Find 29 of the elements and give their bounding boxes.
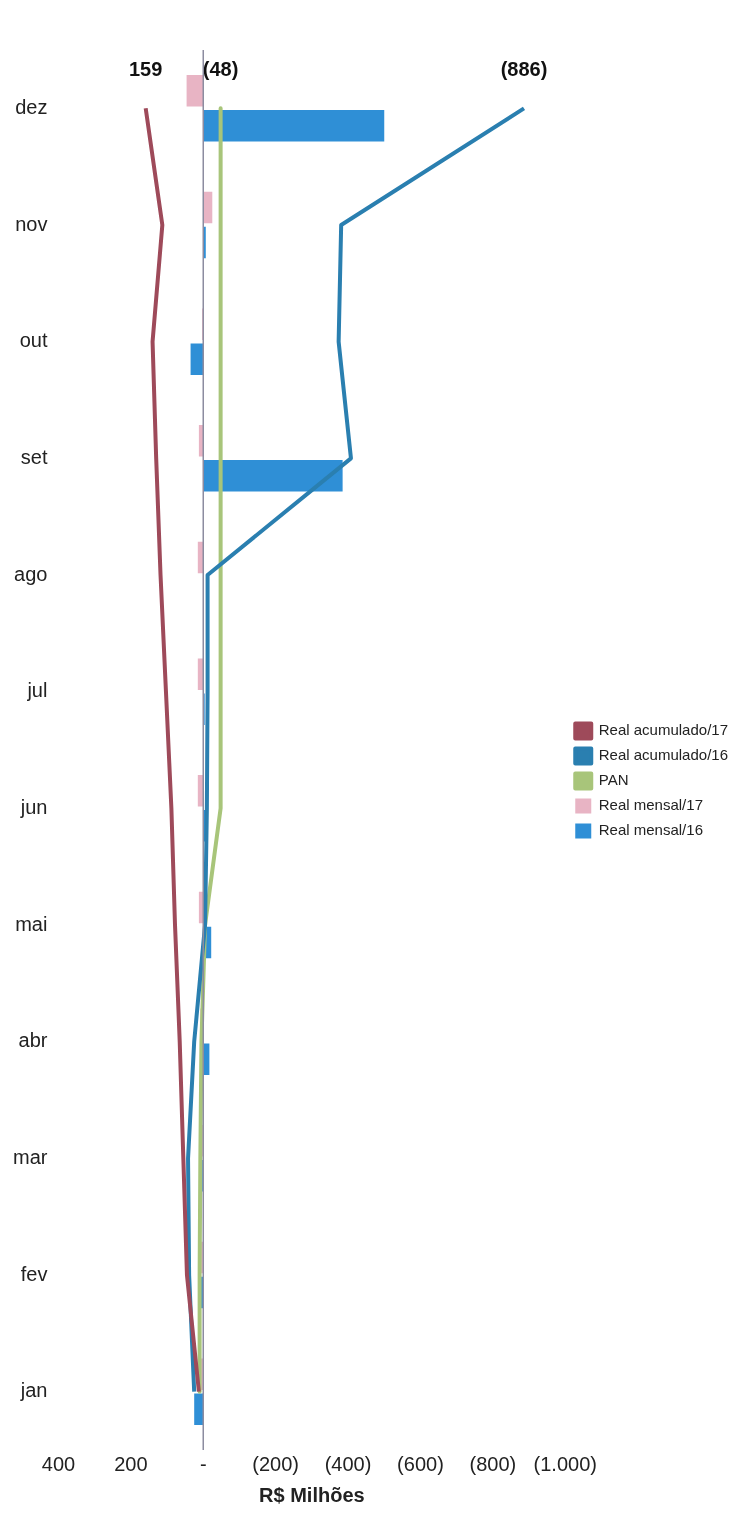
x-tick-label: 400 xyxy=(41,1452,76,1475)
legend-label: Real mensal/17 xyxy=(598,796,703,814)
data-label: 159 xyxy=(129,57,163,80)
data-label: (48) xyxy=(202,57,239,80)
x-tick-label: (200) xyxy=(252,1452,299,1475)
x-tick-label: (600) xyxy=(397,1452,444,1475)
x-tick-label: (800) xyxy=(469,1452,517,1475)
legend-label: Real acumulado/16 xyxy=(598,746,729,764)
y-tick-label: dez xyxy=(15,95,48,118)
y-tick-label: fev xyxy=(20,1262,48,1285)
y-tick-label: jan xyxy=(19,1379,48,1402)
y-tick-label: out xyxy=(19,329,48,352)
legend-label: Real mensal/16 xyxy=(598,821,703,839)
x-axis-title: R$ Milhões xyxy=(259,1483,365,1506)
y-tick-label: abr xyxy=(18,1029,48,1052)
legend-label: PAN xyxy=(598,771,629,789)
x-tick-label: - xyxy=(199,1452,207,1475)
x-tick-label: (400) xyxy=(324,1452,372,1475)
y-tick-label: jun xyxy=(19,795,48,818)
y-tick-label: mai xyxy=(15,912,48,935)
y-tick-label: jul xyxy=(26,679,48,702)
y-tick-label: ago xyxy=(14,562,48,585)
legend-label: Real acumulado/17 xyxy=(598,721,729,739)
y-tick-label: nov xyxy=(15,212,48,235)
data-label: (886) xyxy=(500,57,548,80)
y-tick-label: mar xyxy=(12,1145,48,1168)
x-tick-label: (1.000) xyxy=(533,1452,597,1475)
y-tick-label: set xyxy=(20,445,48,468)
x-tick-label: 200 xyxy=(114,1452,148,1475)
